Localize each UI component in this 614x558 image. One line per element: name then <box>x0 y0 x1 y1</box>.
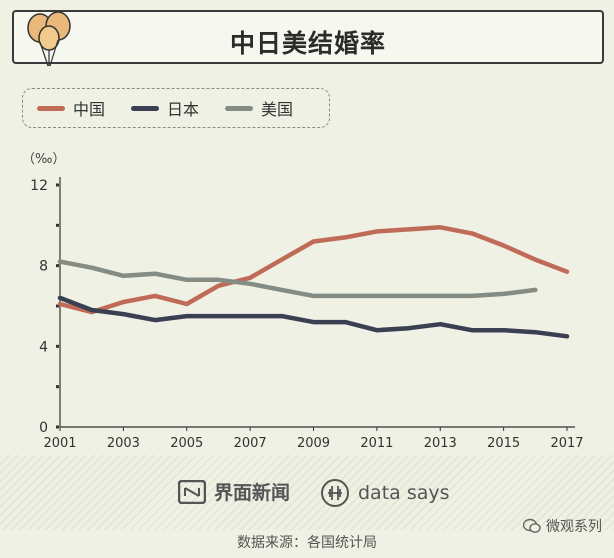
legend-item-usa: 美国 <box>225 96 293 120</box>
legend-label-usa: 美国 <box>261 100 294 119</box>
x-tick-label: 2001 <box>43 436 76 451</box>
footer-band <box>0 455 614 530</box>
balloon-icon <box>27 11 71 67</box>
y-tick-mark <box>56 385 59 389</box>
y-tick-mark <box>56 183 59 187</box>
brand-datasays: data says <box>320 478 450 508</box>
x-tick-label: 2007 <box>234 436 267 451</box>
series-line-1 <box>57 295 570 339</box>
y-axis-unit-label: （‰） <box>22 152 65 167</box>
x-tick-label: 2005 <box>170 436 203 451</box>
legend-swatch-usa <box>225 105 254 111</box>
source-note: 数据来源：各国统计局 <box>237 535 377 551</box>
legend: 中国 日本 美国 <box>22 88 330 128</box>
legend-item-japan: 日本 <box>131 96 199 120</box>
y-tick-label: 0 <box>39 420 48 436</box>
brand-datasays-label: data says <box>358 482 450 504</box>
y-tick-mark <box>56 223 59 227</box>
datasays-logo-icon <box>321 479 349 507</box>
legend-label-japan: 日本 <box>167 100 200 119</box>
x-tick-label: 2011 <box>360 436 393 451</box>
line-chart: （‰） 0 4 8 12 2001 2003 2005 2007 2009 2011 2013 2015… <box>22 152 584 451</box>
legend-item-china: 中国 <box>37 96 105 120</box>
y-tick-label: 12 <box>30 178 48 194</box>
title-bar: 中日美结婚率 <box>12 10 604 67</box>
wechat-account-name: 微观系列 <box>546 519 602 535</box>
x-tick-label: 2015 <box>487 436 520 451</box>
brand-jiemian-label: 界面新闻 <box>214 482 291 504</box>
jiemian-logo-icon <box>178 479 206 504</box>
y-tick-mark <box>56 425 59 429</box>
series-line-2 <box>57 259 538 299</box>
legend-label-china: 中国 <box>73 100 106 119</box>
x-tick-label: 2017 <box>550 436 583 451</box>
y-tick-mark <box>56 264 59 268</box>
y-tick-label: 8 <box>39 259 48 275</box>
x-tick-label: 2013 <box>424 436 457 451</box>
y-tick-label: 4 <box>39 339 48 355</box>
wechat-account: 微观系列 <box>523 516 602 536</box>
brand-jiemian: 界面新闻 <box>178 478 290 505</box>
y-tick-mark <box>56 304 59 308</box>
wechat-icon <box>523 518 541 533</box>
legend-swatch-china <box>37 105 65 111</box>
chart-title: 中日美结婚率 <box>229 29 386 58</box>
x-tick-label: 2009 <box>297 436 330 451</box>
legend-swatch-japan <box>131 105 160 111</box>
series-line-0 <box>57 225 570 315</box>
y-tick-mark <box>56 344 59 348</box>
x-tick-label: 2003 <box>107 436 140 451</box>
